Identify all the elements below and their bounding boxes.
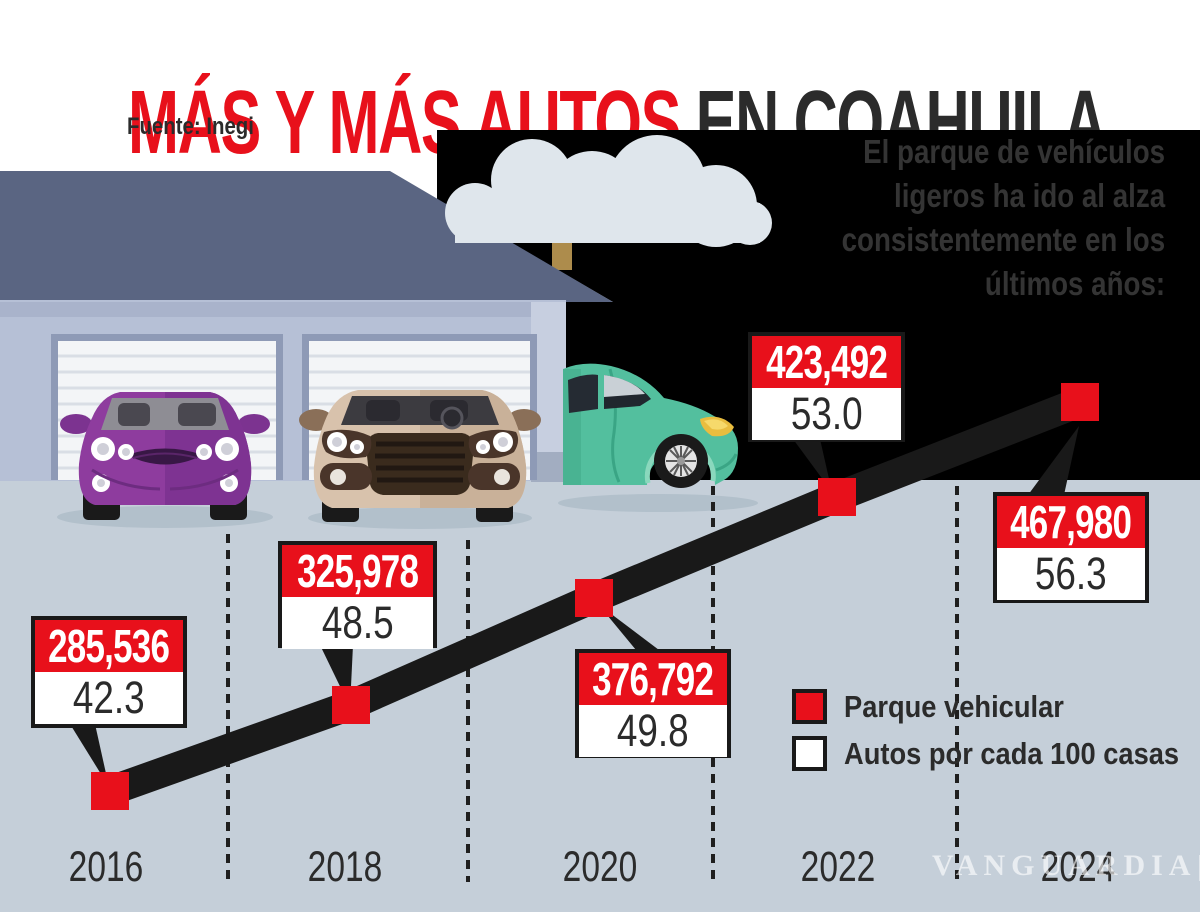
marker-2024 — [1061, 383, 1099, 421]
intro-line: ligeros ha ido al alza — [893, 177, 1165, 214]
axis-year-2018: 2018 — [307, 843, 383, 891]
legend-label: Autos por cada 100 casas — [844, 735, 1180, 771]
intro-line: consistentemente en los — [841, 221, 1165, 258]
source-note: Fuente: Inegi — [127, 113, 254, 140]
axis-year-2016: 2016 — [68, 843, 144, 891]
marker-2022 — [818, 478, 856, 516]
house-roof — [0, 171, 613, 302]
axis-year-2024: 2024 — [1040, 843, 1116, 891]
parque-value-2018: 325,978 — [282, 545, 433, 597]
legend-swatch-red — [792, 689, 827, 724]
por-casa-value-2022: 53.0 — [752, 388, 901, 440]
callout-2020: 376,792 49.8 — [575, 649, 731, 758]
intro-line: últimos años: — [984, 265, 1165, 302]
legend-label: Parque vehicular — [844, 688, 1064, 724]
legend-swatch-white — [792, 736, 827, 771]
por-casa-value-2018: 48.5 — [282, 597, 433, 649]
cloud — [445, 135, 772, 247]
watermark-suffix: |MX — [1196, 850, 1200, 881]
parque-value-2024: 467,980 — [997, 496, 1145, 548]
callout-2022: 423,492 53.0 — [748, 332, 905, 442]
legend-item-autos: Autos por cada 100 casas — [792, 736, 1200, 771]
watermark-main: VANGUARDIA — [932, 849, 1197, 882]
callout-2018: 325,978 48.5 — [278, 541, 437, 649]
axis-year-2022: 2022 — [800, 843, 876, 891]
purple-car — [57, 392, 273, 528]
callout-2016: 285,536 42.3 — [31, 616, 187, 728]
marker-2016 — [91, 772, 129, 810]
por-casa-value-2024: 56.3 — [997, 548, 1145, 600]
por-casa-value-2020: 49.8 — [579, 705, 727, 757]
legend-item-parque: Parque vehicular — [792, 689, 1200, 724]
marker-2020 — [575, 579, 613, 617]
axis-year-2020: 2020 — [562, 843, 638, 891]
legend: Parque vehicular Autos por cada 100 casa… — [792, 689, 1200, 783]
intro-line: El parque de vehículos — [863, 133, 1165, 170]
marker-2018 — [332, 686, 370, 724]
watermark: VANGUARDIA|MX — [932, 849, 1200, 883]
data-markers — [91, 383, 1099, 810]
por-casa-value-2016: 42.3 — [35, 672, 183, 724]
teal-car — [558, 363, 758, 512]
teal-car-shadow — [558, 494, 758, 512]
wall-shadow — [0, 302, 566, 317]
parque-value-2020: 376,792 — [579, 653, 727, 705]
parque-value-2022: 423,492 — [752, 336, 901, 388]
parque-value-2016: 285,536 — [35, 620, 183, 672]
intro-text: El parque de vehículos ligeros ha ido al… — [842, 130, 1165, 306]
callout-2024: 467,980 56.3 — [993, 492, 1149, 603]
tan-car — [299, 390, 541, 529]
